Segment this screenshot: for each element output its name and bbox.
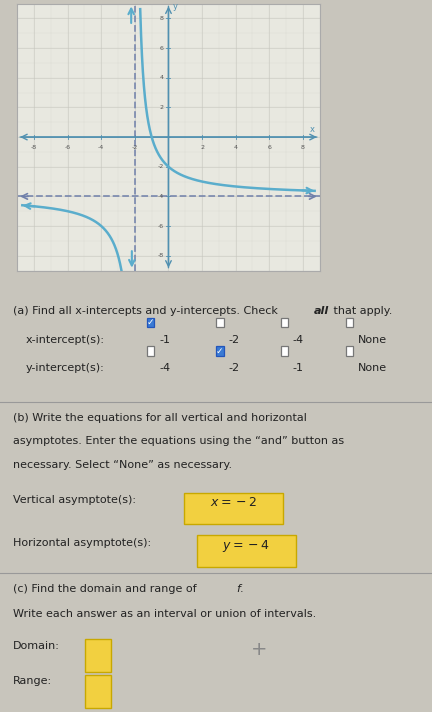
Text: .: . — [240, 584, 244, 594]
Text: that apply.: that apply. — [330, 306, 392, 316]
Text: (b) Write the equations for all vertical and horizontal: (b) Write the equations for all vertical… — [13, 413, 307, 423]
Text: None: None — [358, 363, 387, 373]
Text: 6: 6 — [267, 145, 271, 150]
Text: -2: -2 — [157, 164, 163, 169]
Text: Domain:: Domain: — [13, 641, 60, 651]
FancyBboxPatch shape — [147, 318, 155, 328]
Text: 2: 2 — [159, 105, 163, 110]
Text: 6: 6 — [159, 46, 163, 51]
Text: -6: -6 — [157, 224, 163, 229]
Text: asymptotes. Enter the equations using the “and” button as: asymptotes. Enter the equations using th… — [13, 436, 344, 446]
FancyBboxPatch shape — [346, 346, 353, 356]
FancyBboxPatch shape — [281, 346, 289, 356]
Text: Horizontal asymptote(s):: Horizontal asymptote(s): — [13, 538, 151, 548]
Text: 4: 4 — [159, 75, 163, 80]
Text: x-intercept(s):: x-intercept(s): — [26, 335, 105, 345]
Text: Vertical asymptote(s):: Vertical asymptote(s): — [13, 495, 136, 505]
Text: ✓: ✓ — [216, 347, 223, 355]
Text: x: x — [310, 125, 314, 134]
FancyBboxPatch shape — [216, 318, 224, 328]
FancyBboxPatch shape — [197, 535, 296, 567]
Text: $y = -4$: $y = -4$ — [222, 538, 270, 555]
Text: -4: -4 — [98, 145, 105, 150]
Text: Range:: Range: — [13, 676, 52, 686]
Text: -1: -1 — [293, 363, 304, 373]
Text: -2: -2 — [228, 363, 239, 373]
Text: -6: -6 — [65, 145, 71, 150]
Text: all: all — [314, 306, 329, 316]
Text: -8: -8 — [157, 253, 163, 258]
FancyBboxPatch shape — [346, 318, 353, 328]
Text: necessary. Select “None” as necessary.: necessary. Select “None” as necessary. — [13, 460, 232, 470]
FancyBboxPatch shape — [281, 318, 289, 328]
Text: 2: 2 — [200, 145, 204, 150]
Text: (c) Find the domain and range of: (c) Find the domain and range of — [13, 584, 200, 594]
Text: (a) Find all x-intercepts and y-intercepts. Check: (a) Find all x-intercepts and y-intercep… — [13, 306, 281, 316]
FancyBboxPatch shape — [216, 346, 224, 356]
FancyBboxPatch shape — [184, 493, 283, 524]
Text: -4: -4 — [293, 335, 304, 345]
Text: $x = -2$: $x = -2$ — [210, 496, 257, 508]
Text: -2: -2 — [228, 335, 239, 345]
Text: -2: -2 — [132, 145, 138, 150]
Text: 8: 8 — [159, 16, 163, 21]
Text: -1: -1 — [159, 335, 170, 345]
Text: f: f — [236, 584, 240, 594]
Text: -4: -4 — [159, 363, 170, 373]
FancyBboxPatch shape — [85, 639, 111, 672]
Text: -8: -8 — [31, 145, 37, 150]
Text: ✓: ✓ — [147, 318, 154, 327]
FancyBboxPatch shape — [147, 346, 155, 356]
Text: +: + — [251, 640, 267, 659]
FancyBboxPatch shape — [85, 675, 111, 708]
Text: y: y — [173, 3, 178, 11]
Text: Write each answer as an interval or union of intervals.: Write each answer as an interval or unio… — [13, 609, 316, 619]
Text: None: None — [358, 335, 387, 345]
Text: -4: -4 — [157, 194, 163, 199]
Text: 4: 4 — [234, 145, 238, 150]
Text: y-intercept(s):: y-intercept(s): — [26, 363, 105, 373]
Text: 8: 8 — [301, 145, 305, 150]
